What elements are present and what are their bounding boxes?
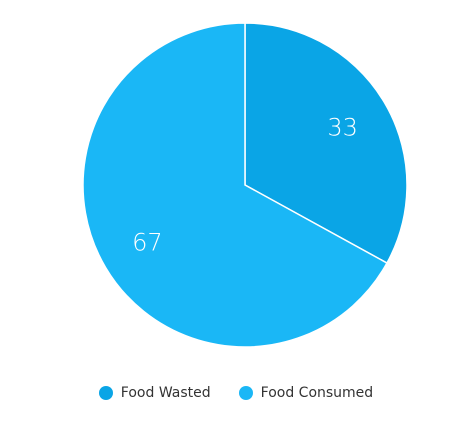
legend-label-food-consumed: Food Consumed xyxy=(260,385,374,401)
legend-marker-food-wasted xyxy=(98,386,113,400)
pie-data-labels: 33 67 xyxy=(132,113,358,256)
data-label-food-wasted: 33 xyxy=(327,113,358,141)
pie-slice-food-wasted[interactable] xyxy=(244,22,408,265)
pie-slice-food-consumed[interactable] xyxy=(82,22,388,348)
legend: Food Wasted Food Consumed xyxy=(0,382,472,404)
pie-slices xyxy=(82,22,408,348)
legend-item-food-consumed[interactable]: Food Consumed xyxy=(238,385,374,401)
data-label-food-consumed: 67 xyxy=(132,229,163,257)
legend-marker-food-consumed xyxy=(238,386,253,400)
legend-item-food-wasted[interactable]: Food Wasted xyxy=(98,385,211,401)
legend-label-food-wasted: Food Wasted xyxy=(120,385,211,401)
